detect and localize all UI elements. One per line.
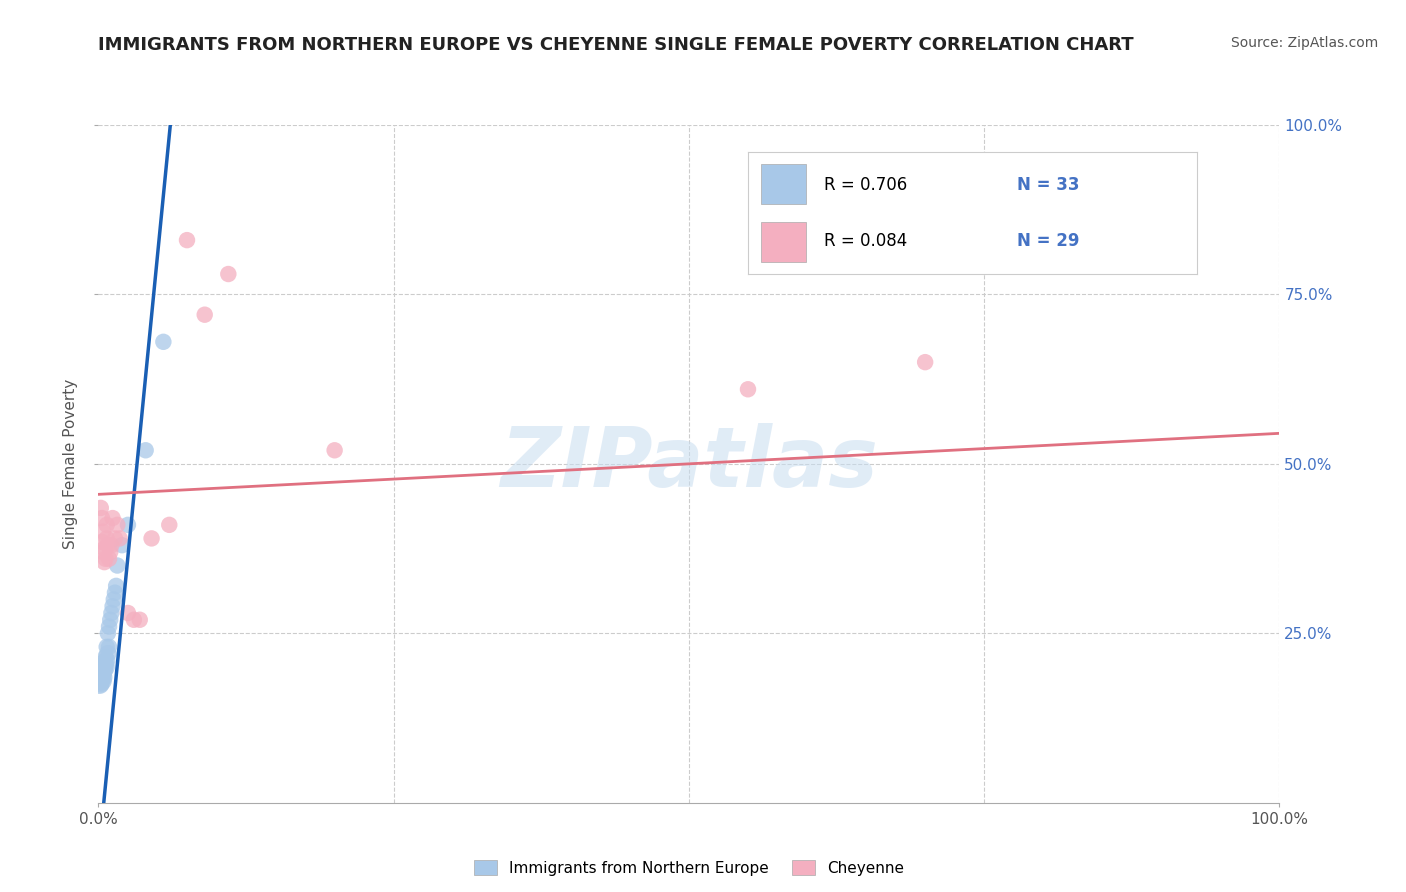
Point (96, 640, 118, 654)
Point (91, 664, 114, 678)
Point (104, 532, 127, 546)
Point (94, 551, 117, 566)
Point (90, 677, 112, 691)
Point (91, 667, 114, 681)
Point (100, 538, 122, 552)
Point (90, 673, 112, 688)
Point (108, 532, 131, 546)
Point (91, 673, 114, 688)
Point (96, 532, 118, 546)
Point (122, 613, 145, 627)
Point (117, 606, 139, 620)
Point (914, 355, 936, 369)
Text: Source: ZipAtlas.com: Source: ZipAtlas.com (1230, 36, 1378, 50)
Point (93, 541, 115, 556)
Point (91, 511, 114, 525)
Point (135, 443, 157, 458)
Point (93, 664, 115, 678)
Point (96, 517, 118, 532)
Point (98, 551, 121, 566)
Point (111, 538, 134, 552)
Point (91, 545, 114, 559)
Point (97, 538, 120, 552)
Point (117, 517, 139, 532)
Point (105, 517, 128, 532)
Point (98, 613, 121, 627)
Point (737, 382, 759, 396)
Point (97, 647, 120, 661)
Point (91, 670, 114, 684)
Point (97, 626, 120, 640)
Point (94, 657, 117, 671)
Y-axis label: Single Female Poverty: Single Female Poverty (63, 379, 79, 549)
Point (91, 670, 114, 684)
Point (128, 613, 150, 627)
Point (93, 660, 115, 674)
Point (323, 443, 346, 458)
Point (91, 534, 114, 549)
Text: IMMIGRANTS FROM NORTHERN EUROPE VS CHEYENNE SINGLE FEMALE POVERTY CORRELATION CH: IMMIGRANTS FROM NORTHERN EUROPE VS CHEYE… (98, 36, 1135, 54)
Point (101, 511, 124, 525)
Point (105, 579, 128, 593)
Text: ZIPatlas: ZIPatlas (501, 424, 877, 504)
Point (93, 653, 115, 667)
Point (103, 592, 125, 607)
Point (93, 555, 115, 569)
Point (98, 640, 121, 654)
Point (100, 606, 122, 620)
Point (152, 334, 174, 349)
Point (90, 500, 112, 515)
Point (105, 558, 128, 573)
Point (194, 308, 217, 322)
Point (217, 267, 239, 281)
Point (101, 599, 124, 614)
Point (141, 532, 163, 546)
Legend: Immigrants from Northern Europe, Cheyenne: Immigrants from Northern Europe, Cheyenn… (467, 852, 911, 883)
Point (98, 619, 121, 633)
Point (91, 524, 114, 539)
Point (91, 664, 114, 678)
Point (89, 677, 111, 691)
Point (176, 233, 198, 247)
Point (98, 545, 121, 559)
Point (91, 660, 114, 674)
Point (94, 660, 117, 674)
Point (104, 585, 127, 599)
Point (157, 517, 180, 532)
Point (94, 650, 117, 665)
Point (96, 653, 118, 667)
